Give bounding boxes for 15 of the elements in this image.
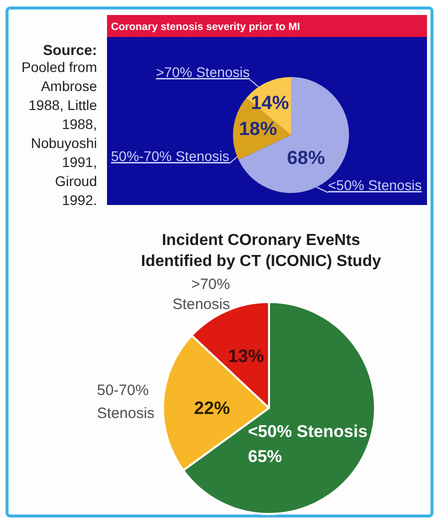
data-label: 13% (228, 346, 264, 366)
data-label: 18% (238, 119, 278, 140)
data-label: 14% (250, 93, 290, 114)
text: Source: Pooled from Ambrose 1988, Little 1988, Nobuyoshi 1991, Giroud 1992. (22, 43, 97, 208)
slice-label: >70% Stenosis (172, 276, 230, 313)
slice-label: <50% Stenosis (328, 177, 422, 193)
data-label: 65% (248, 447, 282, 466)
slice-label: <50% Stenosis (248, 422, 368, 441)
chart-title: Incident COronary EveNts Identified by CT (ICONIC) Study (141, 232, 382, 270)
slice-label: 50%-70% Stenosis (111, 148, 230, 164)
data-label: 22% (194, 398, 230, 418)
slice-label: >70% Stenosis (156, 64, 250, 80)
chart-title: Coronary stenosis severity prior to MI (111, 21, 300, 33)
slice-label: 50-70% Stenosis (97, 382, 155, 422)
data-label: 68% (286, 148, 326, 169)
